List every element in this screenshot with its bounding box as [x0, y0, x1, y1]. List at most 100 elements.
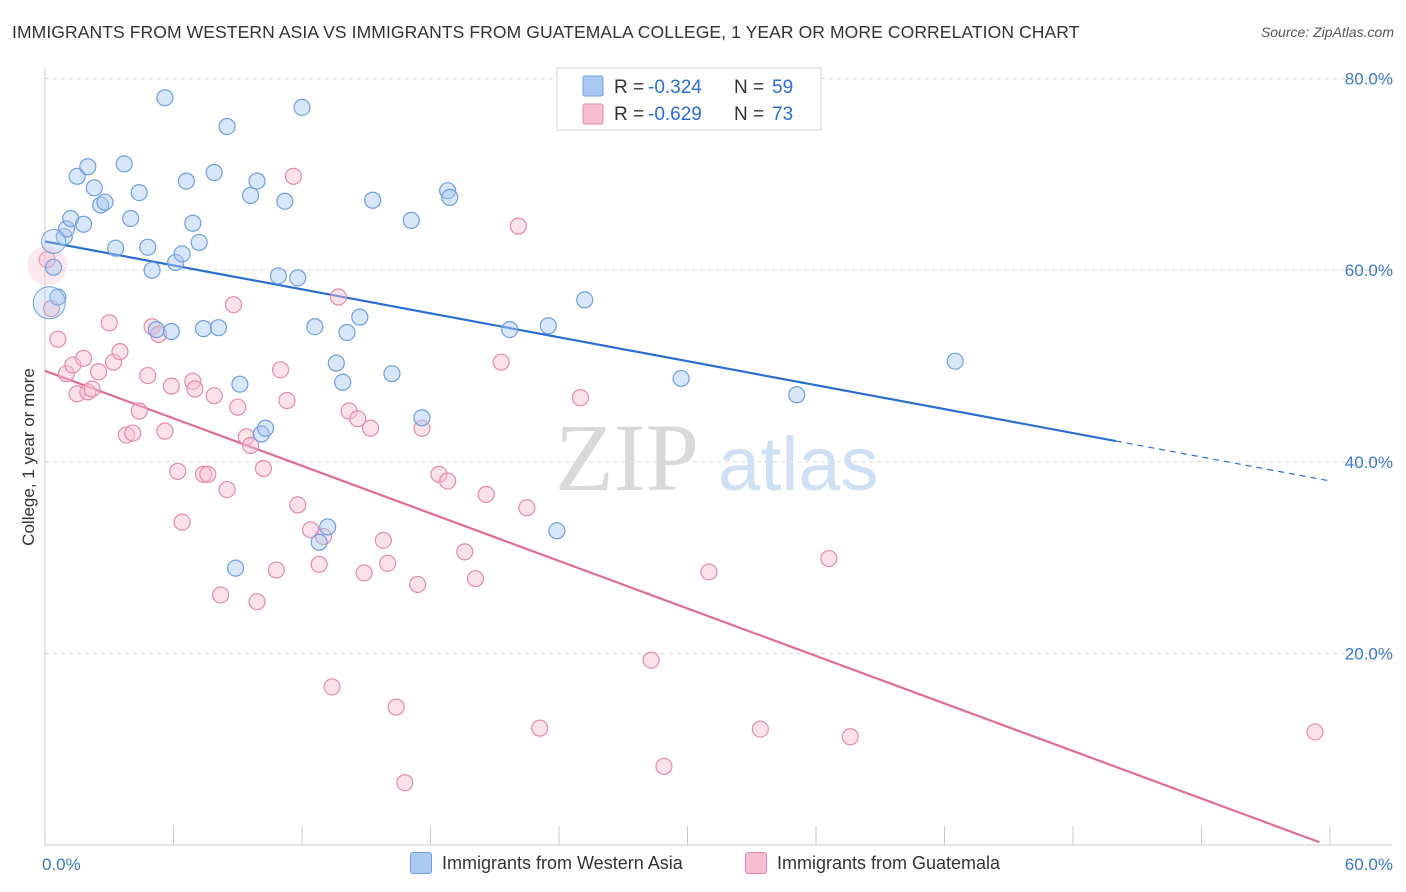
chart-title: IMMIGRANTS FROM WESTERN ASIA VS IMMIGRAN… — [12, 22, 1080, 42]
legend-r-value-1: -0.324 — [648, 77, 702, 98]
guatemala-point — [751, 720, 769, 738]
legend-swatch-western-asia — [582, 75, 604, 97]
western-asia-point — [162, 322, 180, 341]
bottom-legend-label-guatemala: Immigrants from Guatemala — [777, 852, 1001, 873]
correlation-legend: R = -0.324 N = 59 R = -0.629 N = 73 — [556, 67, 822, 131]
guatemala-point-large — [27, 245, 68, 286]
guatemala-point — [49, 330, 67, 348]
guatemala-points — [27, 167, 1324, 792]
western-asia-point — [190, 233, 208, 252]
western-asia-point — [351, 308, 369, 326]
western-asia-point — [147, 320, 165, 339]
western-asia-point — [68, 167, 86, 185]
guatemala-point — [254, 459, 273, 478]
guatemala-point — [117, 426, 135, 444]
western-asia-point — [167, 253, 185, 272]
x-tick-labels: 0.0% 60.0% — [42, 855, 1393, 874]
guatemala-point — [284, 167, 303, 185]
guatemala-point — [396, 774, 414, 792]
guatemala-point — [349, 410, 367, 428]
legend-n-label-2: N = — [734, 104, 764, 125]
guatemala-point — [100, 314, 118, 332]
western-asia-point — [327, 354, 345, 372]
trend-lines — [44, 240, 1331, 844]
y-tick-label: 60.0% — [1345, 261, 1393, 280]
western-asia-point — [788, 386, 806, 404]
guatemala-point — [379, 554, 397, 572]
western-asia-point — [194, 320, 213, 338]
guatemala-point — [329, 288, 348, 306]
western-asia-point — [242, 186, 260, 205]
western-asia-point — [501, 320, 519, 339]
guatemala-point — [218, 480, 236, 499]
western-asia-point — [276, 192, 294, 210]
bottom-legend-label-western-asia: Immigrants from Western Asia — [442, 852, 683, 873]
western-asia-point — [227, 559, 245, 577]
western-asia-point — [184, 214, 202, 232]
western-asia-point — [439, 182, 457, 200]
western-asia-point — [289, 269, 307, 287]
western-asia-point — [413, 409, 431, 427]
guatemala-point — [64, 356, 82, 374]
western-asia-point — [130, 184, 148, 202]
guatemala-point — [456, 543, 474, 561]
legend-n-value-2: 73 — [772, 104, 793, 125]
western-asia-point — [173, 245, 191, 263]
western-asia-point — [269, 267, 288, 285]
western-asia-point — [539, 317, 557, 335]
legend-n-value-1: 59 — [772, 77, 793, 98]
guatemala-point — [169, 462, 187, 480]
western-asia-point — [338, 323, 356, 342]
guatemala-point — [374, 531, 392, 549]
western-asia-point-large — [32, 286, 66, 320]
guatemala-point — [430, 465, 448, 483]
guatemala-point — [289, 496, 307, 514]
western-asia-trend-line — [44, 240, 1117, 443]
western-asia-point — [946, 352, 964, 370]
guatemala-point — [57, 365, 76, 383]
guatemala-point — [310, 555, 328, 573]
western-asia-point — [319, 518, 337, 536]
western-asia-point — [122, 209, 140, 228]
guatemala-point — [820, 549, 838, 568]
western-asia-point-large — [41, 228, 67, 254]
western-asia-point — [334, 373, 352, 391]
guatemala-point — [361, 419, 380, 437]
guatemala-point — [841, 728, 859, 746]
western-asia-point — [209, 319, 228, 337]
legend-swatch-guatemala — [582, 103, 604, 125]
x-tick-label: 60.0% — [1345, 855, 1393, 874]
guatemala-point — [323, 678, 341, 696]
western-asia-point — [293, 98, 311, 116]
western-asia-point — [231, 375, 249, 393]
source-label: Source: ZipAtlas.com — [1260, 24, 1394, 40]
guatemala-point — [173, 513, 191, 531]
western-asia-point — [44, 258, 63, 276]
zipatlas-watermark: ZIP atlas — [555, 404, 879, 511]
axes — [44, 68, 1392, 846]
guatemala-point — [89, 363, 108, 381]
x-tick-label: 0.0% — [42, 855, 81, 874]
legend-r-label-1: R = — [614, 77, 644, 98]
guatemala-point — [271, 361, 290, 379]
western-asia-point — [248, 172, 266, 190]
western-asia-point — [107, 239, 125, 257]
legend-r-label-2: R = — [614, 104, 644, 125]
guatemala-point — [224, 296, 243, 314]
guatemala-point — [492, 353, 510, 371]
legend-n-label-1: N = — [734, 77, 764, 98]
bottom-legend-swatch-western-asia — [410, 852, 432, 874]
western-asia-point — [218, 117, 236, 136]
western-asia-point — [441, 188, 459, 206]
western-asia-point — [85, 179, 103, 197]
guatemala-point — [124, 424, 142, 442]
guatemala-point — [439, 472, 457, 490]
guatemala-point — [466, 570, 485, 588]
bottom-legend-item-guatemala: Immigrants from Guatemala — [745, 852, 1000, 874]
guatemala-point — [205, 387, 223, 405]
y-tick-label: 20.0% — [1345, 644, 1393, 663]
watermark-atlas: atlas — [718, 422, 879, 507]
guatemala-point — [248, 593, 266, 611]
guatemala-point — [194, 465, 213, 483]
